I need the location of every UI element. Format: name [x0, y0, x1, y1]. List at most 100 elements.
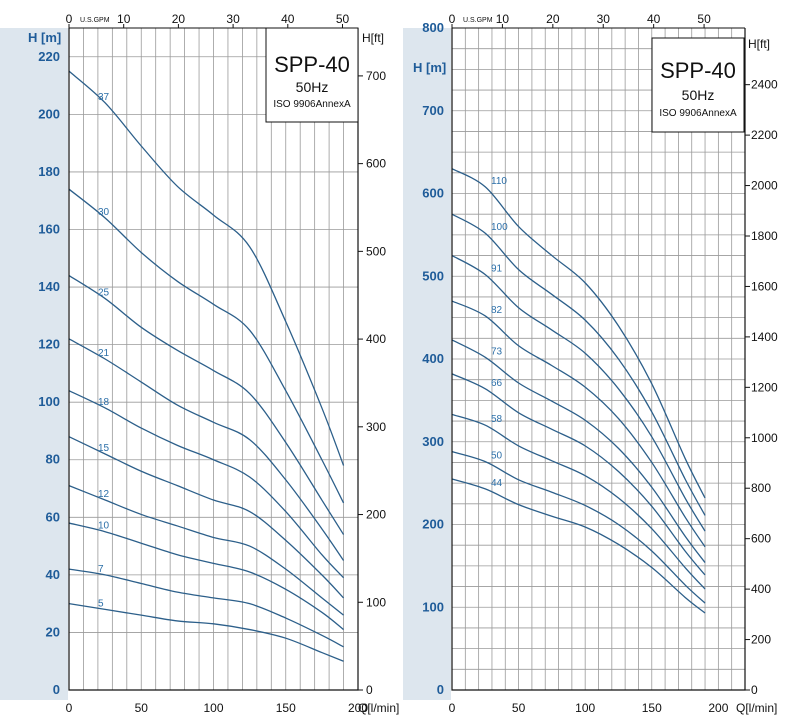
right-tick-label: 1200: [751, 380, 778, 394]
series-label-5: 5: [98, 598, 104, 609]
right-tick-label: 600: [366, 157, 386, 171]
right-tick-label: 700: [366, 69, 386, 83]
series-label-25: 25: [98, 288, 110, 299]
grid: [451, 27, 746, 691]
top-tick-label: 50: [336, 12, 350, 26]
left-axis-band: [403, 28, 451, 700]
y-tick-label: 400: [422, 351, 444, 366]
legend-box: SPP-40 50Hz ISO 9906AnnexA: [651, 37, 745, 133]
x-tick-label: 100: [575, 701, 595, 715]
x-tick-label: 200: [348, 701, 368, 715]
y-tick-label: 40: [46, 567, 60, 582]
series-label-18: 18: [98, 397, 110, 408]
top-tick-label: 50: [697, 12, 711, 26]
chart-standard: ISO 9906AnnexA: [273, 99, 351, 110]
axis-frame: [451, 28, 746, 691]
right-tick-label: 2200: [751, 128, 778, 142]
right-tick-label: 1800: [751, 229, 778, 243]
grid: [68, 28, 359, 691]
y-tick-label: 700: [422, 103, 444, 118]
series-line-10: [68, 522, 344, 631]
axis-frame: [68, 28, 359, 691]
curves: [451, 168, 706, 614]
top-tick-label: 30: [597, 12, 611, 26]
series-line-58: [451, 413, 706, 590]
x-tick-label: 150: [642, 701, 662, 715]
y-axis-label-left: H [m]: [28, 30, 61, 45]
y-tick-label: 0: [53, 682, 60, 697]
y-tick-label: 500: [422, 268, 444, 283]
x-axis-label: Q[l/min]: [358, 701, 399, 715]
series-line-18: [68, 390, 345, 579]
series-label-37: 37: [98, 92, 110, 103]
series-line-100: [451, 213, 706, 516]
series-label-50: 50: [491, 451, 503, 462]
chart-title: SPP-40: [660, 58, 736, 83]
series-label-12: 12: [98, 489, 110, 500]
right-tick-label: 500: [366, 244, 386, 258]
y-tick-label: 20: [46, 624, 60, 639]
series-line-7: [68, 568, 344, 648]
top-axis-unit: U.S.GPM: [463, 17, 493, 24]
right-tick-label: 300: [366, 420, 386, 434]
right-tick-label: 2000: [751, 179, 778, 193]
top-tick-label: 20: [546, 12, 560, 26]
curve-labels: 110 100 91 82 73 66 58 50 44: [491, 176, 508, 489]
series-line-30: [68, 188, 345, 504]
left-axis-band: [0, 28, 68, 700]
series-line-37: [68, 70, 345, 466]
chart-title: SPP-40: [274, 52, 350, 77]
curve-labels: 37 30 25 21 18 15 12 10 7 5: [98, 92, 110, 610]
y-tick-label: 80: [46, 452, 60, 467]
y-tick-label: 120: [38, 337, 60, 352]
y-tick-label: 60: [46, 509, 60, 524]
x-tick-label: 200: [708, 701, 728, 715]
chart-standard: ISO 9906AnnexA: [659, 108, 737, 119]
top-tick-label: 40: [647, 12, 661, 26]
x-tick-label: 50: [135, 701, 149, 715]
y-tick-label: 0: [437, 682, 444, 697]
series-label-66: 66: [491, 378, 503, 389]
right-tick-label: 100: [366, 595, 386, 609]
x-tick-label: 100: [203, 701, 223, 715]
y-tick-label: 800: [422, 20, 444, 35]
x-tick-label: 0: [66, 701, 73, 715]
right-tick-label: 400: [366, 332, 386, 346]
chart-frequency: 50Hz: [682, 87, 715, 103]
right-tick-label: 400: [751, 582, 771, 596]
y-tick-label: 140: [38, 279, 60, 294]
y-tick-label: 600: [422, 186, 444, 201]
series-label-73: 73: [491, 346, 503, 357]
series-label-91: 91: [491, 264, 503, 275]
legend-box: SPP-40 50Hz ISO 9906AnnexA: [265, 27, 359, 123]
series-line-66: [451, 373, 706, 576]
series-line-91: [451, 254, 706, 532]
series-line-50: [451, 451, 706, 604]
series-label-30: 30: [98, 207, 110, 218]
top-axis-unit: U.S.GPM: [80, 17, 110, 24]
y-tick-label: 300: [422, 434, 444, 449]
right-tick-label: 1600: [751, 279, 778, 293]
series-line-5: [68, 603, 344, 662]
x-tick-label: 50: [512, 701, 526, 715]
right-tick-label: 1000: [751, 431, 778, 445]
top-tick-label: 30: [226, 12, 240, 26]
right-tick-label: 1400: [751, 330, 778, 344]
y-tick-label: 160: [38, 221, 60, 236]
y-tick-label: 100: [38, 394, 60, 409]
y-tick-label: 100: [422, 599, 444, 614]
series-line-12: [68, 485, 344, 616]
y-tick-label: 180: [38, 164, 60, 179]
series-line-21: [68, 338, 345, 561]
y-axis-label-left: H [m]: [413, 60, 446, 75]
series-line-15: [68, 436, 345, 599]
series-line-73: [451, 339, 706, 563]
series-label-110: 110: [491, 176, 507, 187]
top-tick-label: 10: [496, 12, 510, 26]
y-tick-label: 200: [422, 517, 444, 532]
series-label-21: 21: [98, 348, 110, 359]
axes: [451, 27, 746, 691]
